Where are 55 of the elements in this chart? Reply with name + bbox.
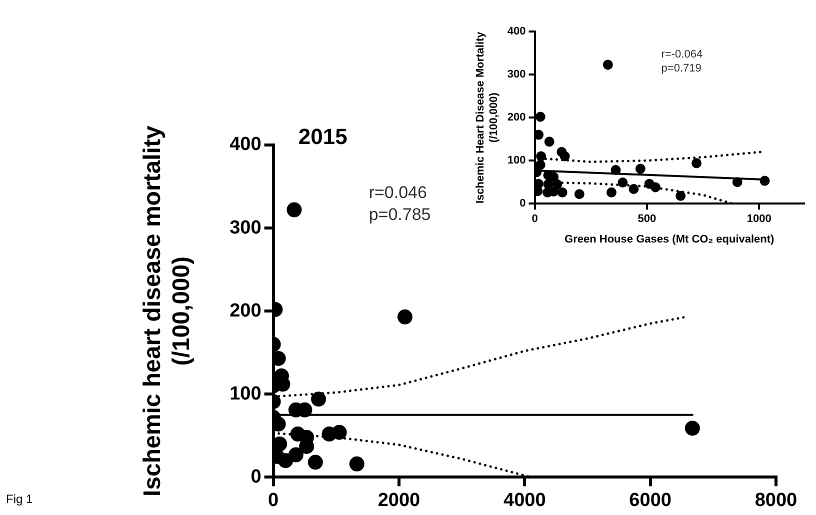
point [273, 436, 288, 452]
y-tick-label: 0 [520, 198, 526, 210]
annotation: r=-0.064 [661, 48, 703, 60]
point [349, 456, 364, 472]
y-tick-label: 0 [250, 466, 262, 488]
point [606, 187, 616, 198]
y-tick-label: 300 [507, 68, 526, 81]
point [610, 165, 621, 176]
y-axis-title: Ischemic Heart Disease Mortality (/100,000) [474, 30, 500, 204]
point [311, 392, 326, 407]
point [628, 184, 639, 194]
y-tick-label: 400 [507, 26, 526, 38]
point [535, 160, 546, 170]
x-tick-label: 2000 [378, 490, 420, 511]
point [618, 178, 628, 188]
point [535, 112, 546, 122]
x-tick-label: 6000 [629, 490, 672, 511]
point [332, 424, 347, 440]
point [308, 454, 323, 470]
y-axis-title: Ischemic heart disease mortality (/100,000) [139, 125, 195, 497]
x-tick-label: 8000 [754, 490, 798, 511]
point [557, 187, 568, 198]
point [536, 151, 546, 162]
x-axis-title: Green House Gases (Mt CO₂ equivalent) [564, 233, 775, 246]
point [692, 158, 702, 168]
annotation: r=0.046 [368, 183, 427, 202]
point [574, 189, 584, 200]
x-tick-label: 500 [638, 213, 656, 226]
point [288, 447, 304, 462]
x-tick-label: 0 [532, 213, 538, 226]
annotation: p=0.785 [368, 205, 431, 224]
point [534, 130, 544, 140]
point [602, 60, 613, 70]
x-tick-label: 1000 [746, 213, 772, 226]
point [544, 136, 554, 147]
y-tick-label: 200 [507, 112, 526, 124]
point [560, 151, 570, 162]
y-tick-label: 400 [230, 134, 262, 156]
point [650, 182, 660, 192]
y-tick-label: 300 [230, 217, 262, 238]
x-tick-label: 4000 [504, 490, 546, 511]
caption: Fig 1 [6, 492, 33, 506]
y-tick-label: 200 [230, 300, 262, 322]
point [397, 309, 412, 324]
x-tick-label: 0 [268, 490, 279, 511]
chart-title: 2015 [298, 124, 348, 150]
y-tick-label: 100 [507, 154, 526, 167]
point [760, 176, 770, 186]
annotation: p=0.719 [661, 62, 702, 75]
y-tick-label: 100 [230, 383, 262, 404]
point [676, 190, 686, 201]
point [635, 164, 646, 174]
point [732, 177, 742, 188]
point [286, 202, 302, 218]
point [684, 420, 700, 436]
